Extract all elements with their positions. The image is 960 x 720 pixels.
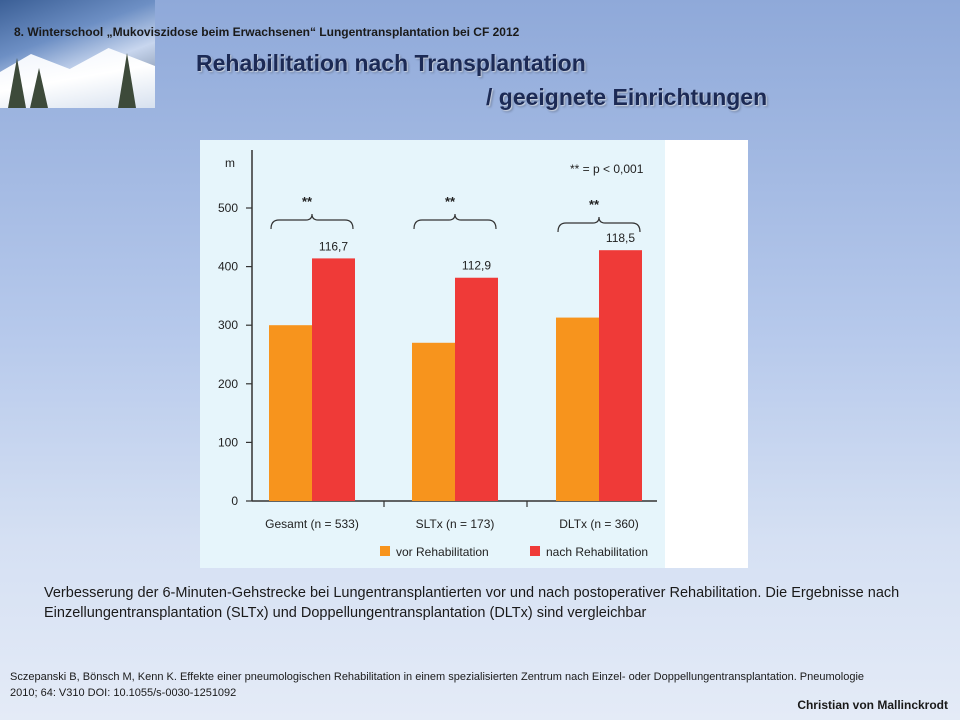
header-mountain-photo: [0, 0, 155, 108]
y-tick-label: 300: [218, 318, 238, 332]
bar-data-label: 118,5: [606, 231, 635, 245]
legend-swatch-after: [530, 546, 540, 556]
x-tick-label: Gesamt (n = 533): [265, 517, 359, 531]
bar-before: [556, 317, 599, 501]
event-header: 8. Winterschool „Mukoviszidose beim Erwa…: [14, 25, 520, 39]
y-axis-unit: m: [225, 156, 235, 170]
x-tick-label: DLTx (n = 360): [559, 517, 638, 531]
slide-title-line1: Rehabilitation nach Transplantation: [196, 50, 586, 76]
slide-title-line2: / geeignete Einrichtungen: [486, 84, 768, 110]
author-name: Christian von Mallinckrodt: [797, 698, 948, 712]
significance-mark: **: [445, 194, 456, 209]
legend-label-before: vor Rehabilitation: [396, 545, 489, 559]
figure-caption: Verbesserung der 6-Minuten-Gehstrecke be…: [44, 585, 900, 621]
legend-swatch-before: [380, 546, 390, 556]
bar-after: [455, 277, 498, 501]
bar-after: [599, 250, 642, 501]
bar-before: [269, 325, 312, 501]
bar-chart: m 0 100 200 300 400 500 Gesamt (n = 533) 116,7 **…: [200, 140, 748, 568]
y-tick-label: 200: [218, 377, 238, 391]
legend-label-after: nach Rehabilitation: [546, 545, 648, 559]
significance-brace: [270, 213, 354, 230]
bar-after: [312, 258, 355, 501]
y-tick-label: 500: [218, 201, 238, 215]
chart-svg: m 0 100 200 300 400 500 Gesamt (n = 533) 116,7 **…: [200, 140, 665, 568]
significance-brace: [413, 213, 497, 230]
significance-mark: **: [302, 194, 313, 209]
y-tick-label: 400: [218, 260, 238, 274]
citation-reference: Sczepanski B, Bönsch M, Kenn K. Effekte …: [10, 671, 865, 699]
significance-mark: **: [589, 197, 600, 212]
y-tick-label: 100: [218, 435, 238, 449]
significance-legend: ** = p < 0,001: [570, 162, 644, 176]
bar-data-label: 116,7: [319, 239, 348, 253]
bar-data-label: 112,9: [462, 259, 491, 273]
bar-before: [412, 342, 455, 501]
significance-brace: [557, 216, 641, 233]
y-tick-label: 0: [231, 494, 238, 508]
x-tick-label: SLTx (n = 173): [416, 517, 495, 531]
